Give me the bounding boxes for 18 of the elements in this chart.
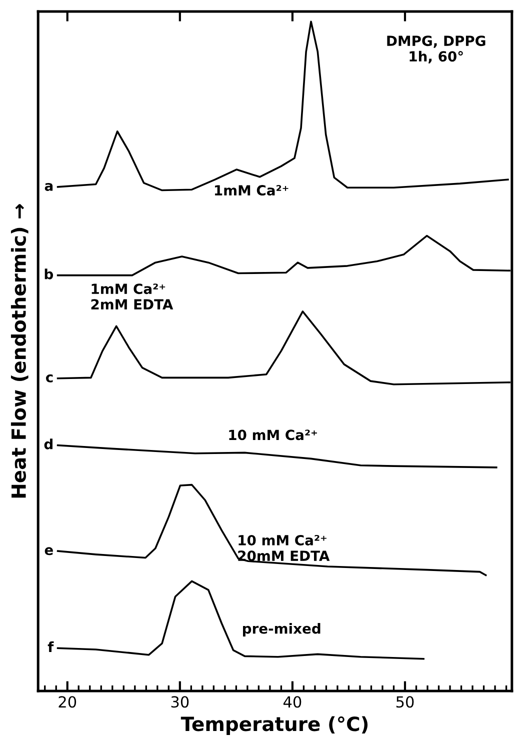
annotation: DMPG, DPPG 1h, 60° bbox=[387, 36, 486, 64]
x-tick-label: 30 bbox=[171, 696, 189, 708]
series-label: c bbox=[46, 374, 53, 382]
annotation: 1mM Ca²⁺ bbox=[214, 185, 288, 196]
series-label: b bbox=[44, 268, 54, 280]
y-axis-title: Heat Flow (endothermic) → bbox=[10, 204, 28, 498]
series-label: e bbox=[44, 547, 53, 556]
series-label: d bbox=[44, 438, 52, 450]
annotation: 1mM Ca²⁺ 2mM EDTA bbox=[91, 284, 174, 310]
annotation: 10 mM Ca²⁺ 20mM EDTA bbox=[238, 534, 330, 562]
x-tick-label: 40 bbox=[283, 696, 302, 708]
x-axis-title: Temperature (°C) bbox=[180, 716, 368, 736]
x-tick-label: 20 bbox=[58, 696, 76, 708]
annotation: pre-mixed bbox=[243, 623, 320, 636]
annotation: 10 mM Ca²⁺ bbox=[229, 430, 317, 440]
x-tick-label: 50 bbox=[396, 696, 414, 708]
series-label: a bbox=[44, 182, 53, 191]
series-label: f bbox=[48, 641, 54, 652]
